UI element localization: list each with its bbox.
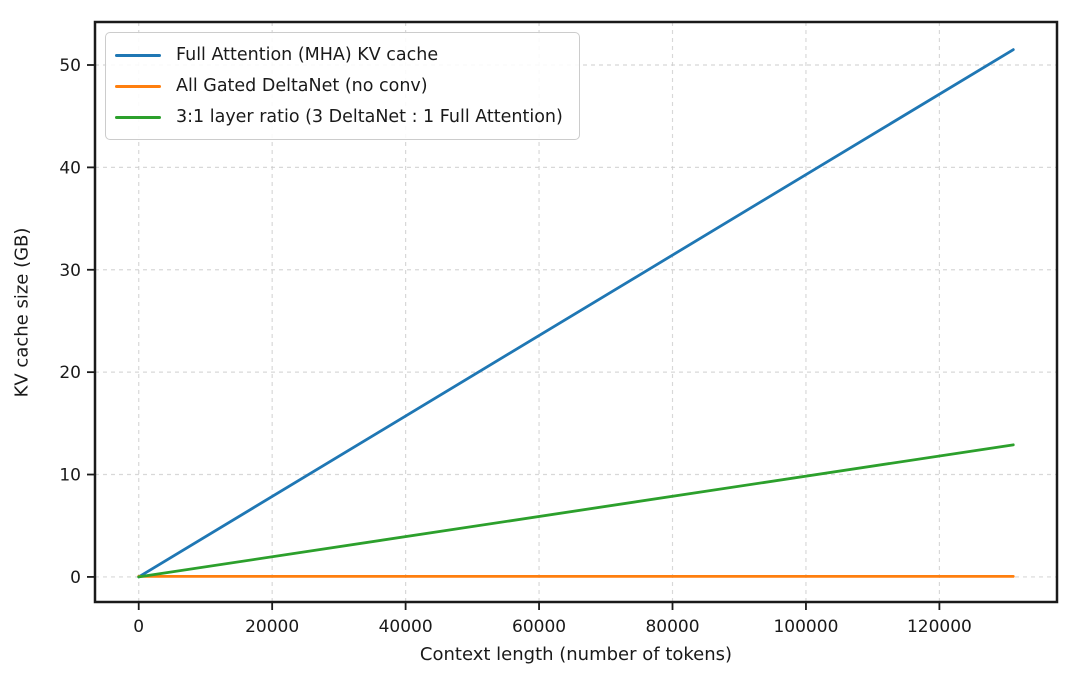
- legend-label: All Gated DeltaNet (no conv): [176, 76, 428, 96]
- legend-item-hybrid-ratio: 3:1 layer ratio (3 DeltaNet : 1 Full Att…: [115, 104, 563, 130]
- x-tick-label: 40000: [379, 617, 433, 637]
- legend-line-swatch-blue: [115, 53, 161, 57]
- plot-frame: [93, 20, 1059, 604]
- y-tick-label: 30: [59, 261, 81, 281]
- legend-line-swatch-green: [115, 115, 161, 119]
- legend-item-deltanet: All Gated DeltaNet (no conv): [115, 73, 563, 99]
- series-line-0: [137, 48, 1015, 579]
- chart-legend: Full Attention (MHA) KV cache All Gated …: [105, 32, 580, 140]
- legend-label: 3:1 layer ratio (3 DeltaNet : 1 Full Att…: [176, 107, 563, 127]
- y-axis-label: KV cache size (GB): [11, 227, 33, 398]
- x-axis-label: Context length (number of tokens): [419, 644, 733, 665]
- y-tick-label: 40: [59, 158, 81, 178]
- series-line-2: [137, 443, 1015, 579]
- x-tick-label: 80000: [645, 617, 699, 637]
- y-tick-label: 50: [59, 56, 81, 76]
- x-tick-label: 0: [133, 617, 144, 637]
- y-tick-label: 10: [59, 466, 81, 486]
- legend-line-swatch-orange: [115, 84, 161, 88]
- legend-item-full-attention: Full Attention (MHA) KV cache: [115, 42, 563, 68]
- x-tick-label: 20000: [245, 617, 299, 637]
- x-tick-label: 60000: [512, 617, 566, 637]
- x-tick-label: 120000: [907, 617, 972, 637]
- x-tick-label: 100000: [773, 617, 838, 637]
- y-tick-label: 20: [59, 363, 81, 383]
- legend-label: Full Attention (MHA) KV cache: [176, 45, 439, 65]
- y-tick-label: 0: [70, 568, 81, 588]
